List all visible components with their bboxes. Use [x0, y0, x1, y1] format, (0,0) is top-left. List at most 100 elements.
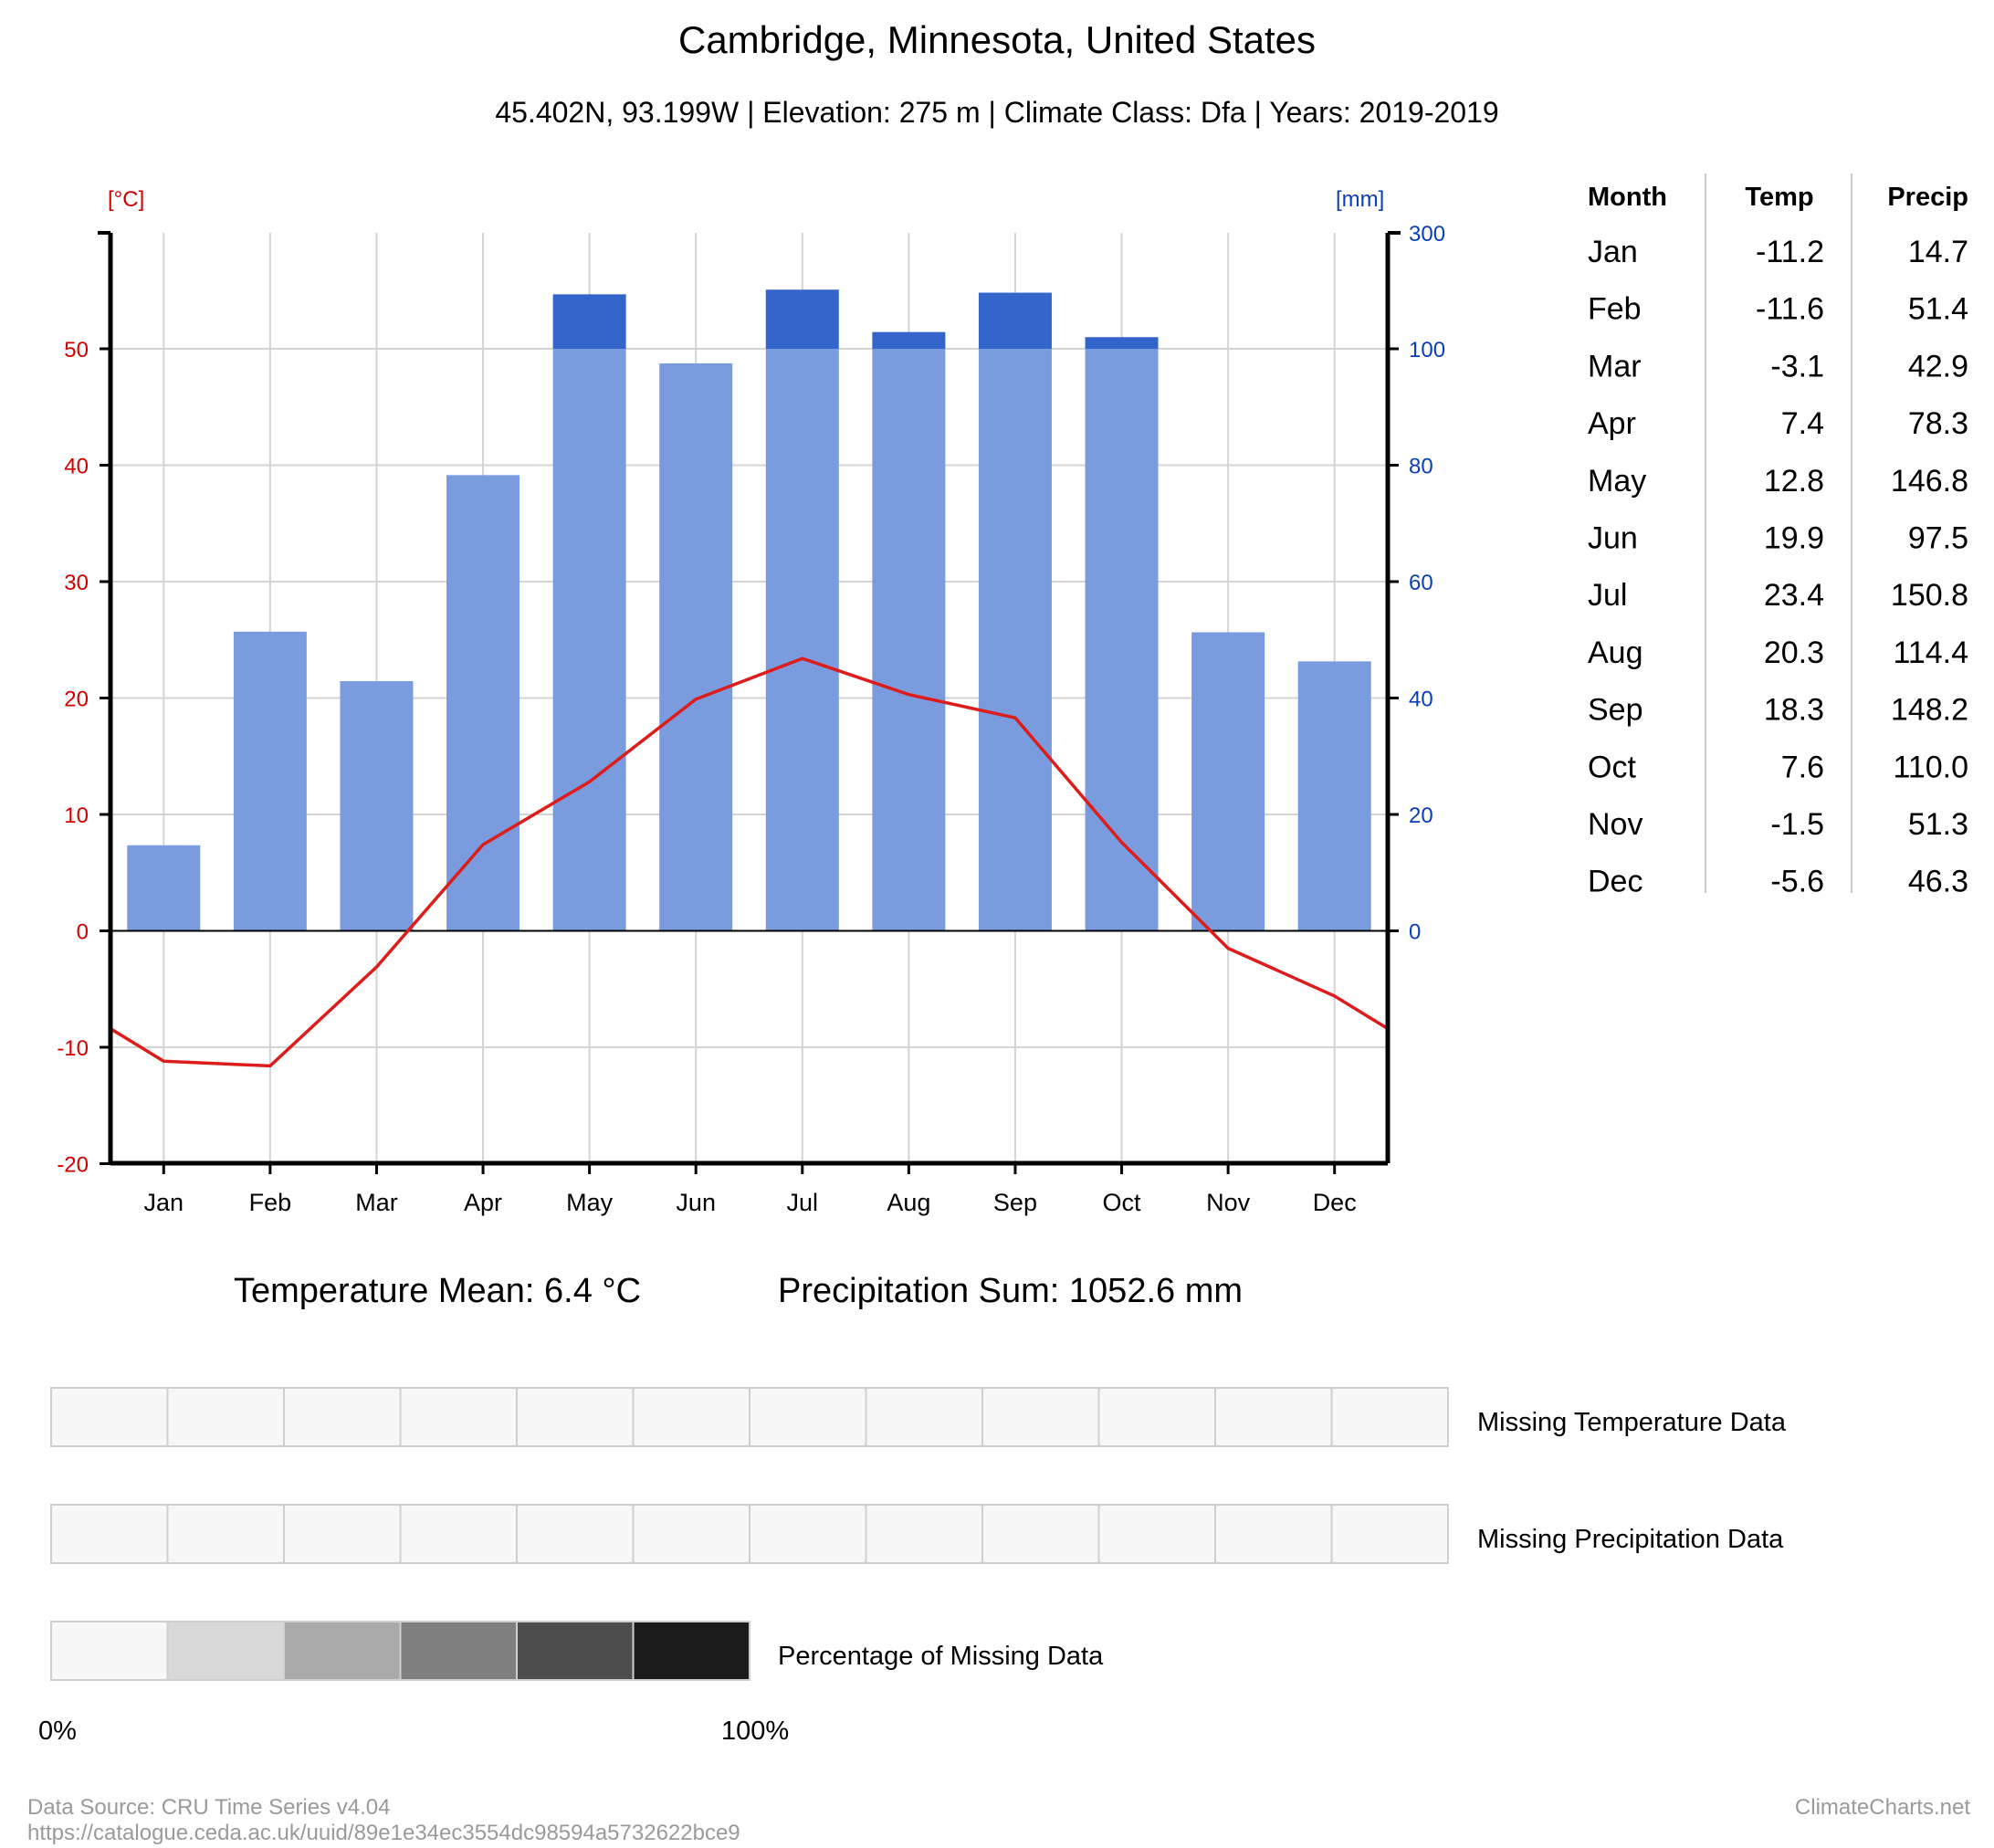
right-tick-label: 0	[1409, 920, 1421, 945]
brand-label[interactable]: ClimateCharts.net	[1795, 1795, 1970, 1820]
table-cell: 46.3	[1908, 865, 1968, 899]
missing-temperature-cell	[50, 1387, 169, 1447]
table-cell: Jul	[1588, 578, 1627, 613]
right-tick-label: 40	[1409, 688, 1433, 712]
missing-temperature-cell	[1097, 1387, 1216, 1447]
missing-percentage-scale	[50, 1621, 750, 1681]
chart-subtitle: 45.402N, 93.199W | Elevation: 275 m | Cl…	[495, 96, 1498, 129]
missing-precipitation-cell	[981, 1504, 1100, 1564]
precip-bar-dec	[1297, 661, 1371, 931]
missing-precipitation-cell	[50, 1504, 169, 1564]
table-cell: 7.6	[1781, 750, 1824, 784]
table-cell: Oct	[1588, 750, 1636, 784]
table-header-temp: Temp	[1745, 183, 1813, 212]
table-cell: 78.3	[1908, 406, 1968, 441]
table-cell: 97.5	[1908, 521, 1968, 556]
precip-bar-apr	[446, 475, 520, 931]
month-label-feb: Feb	[249, 1189, 292, 1216]
table-cell: Feb	[1588, 292, 1642, 327]
left-tick-label: 40	[64, 455, 89, 479]
missing-temperature-cell	[981, 1387, 1100, 1447]
table-cell: 20.3	[1764, 635, 1824, 670]
missing-temperature-cell	[516, 1387, 635, 1447]
scale-swatch	[399, 1621, 518, 1681]
tick-labels: -20 -10 0 10 20 30 40 50 0 20 40 60 80 100 300 Jan Feb Ma…	[57, 222, 1445, 1216]
missing-temperature-cell	[1214, 1387, 1333, 1447]
missing-precipitation-cell	[1214, 1504, 1333, 1564]
left-tick-label: 20	[64, 688, 89, 712]
left-tick-label: 50	[64, 338, 89, 362]
left-tick-label: 30	[64, 571, 89, 595]
month-label-sep: Sep	[993, 1189, 1037, 1216]
data-table: Month Temp Precip Jan -11.2 14.7 Feb -11.6 51.4 M…	[1588, 173, 1968, 899]
table-cell: 42.9	[1908, 349, 1968, 383]
missing-percentage-label: Percentage of Missing Data	[778, 1642, 1104, 1671]
precip-bar-jun	[659, 362, 733, 931]
table-cell: 110.0	[1893, 750, 1968, 784]
right-tick-label: 20	[1409, 803, 1433, 828]
month-label-apr: Apr	[464, 1189, 502, 1216]
month-label-jan: Jan	[144, 1189, 184, 1216]
table-cell: 14.7	[1908, 235, 1968, 269]
missing-temperature-bar	[50, 1387, 1449, 1447]
missing-temperature-cell	[399, 1387, 518, 1447]
table-cell: May	[1588, 464, 1646, 499]
missing-temperature-cell	[166, 1387, 285, 1447]
missing-temperature-cell	[632, 1387, 750, 1447]
precip-bar-jan	[127, 845, 201, 931]
left-tick-label: 10	[64, 803, 89, 828]
chart-title: Cambridge, Minnesota, United States	[678, 18, 1316, 61]
table-cell: Jan	[1588, 235, 1638, 269]
precip-bar-jul	[765, 349, 839, 931]
precip-bar-over-jul	[765, 289, 839, 349]
missing-temperature-cell	[865, 1387, 983, 1447]
table-cell: 114.4	[1893, 635, 1968, 670]
precip-bar-sep	[978, 349, 1052, 931]
month-label-nov: Nov	[1206, 1189, 1251, 1216]
right-tick-label: 60	[1409, 571, 1433, 595]
data-source-url[interactable]: https://catalogue.ceda.ac.uk/uuid/89e1e3…	[27, 1821, 740, 1845]
table-cell: Aug	[1588, 635, 1643, 670]
missing-temperature-cell	[749, 1387, 867, 1447]
table-cell: -11.2	[1756, 235, 1824, 269]
table-cell: Apr	[1588, 406, 1636, 441]
missing-precipitation-cell	[1097, 1504, 1216, 1564]
table-cell: Sep	[1588, 693, 1643, 728]
precipitation-sum: Precipitation Sum: 1052.6 mm	[778, 1272, 1243, 1310]
table-cell: 148.2	[1891, 693, 1968, 728]
table-cell: 7.4	[1781, 406, 1824, 441]
missing-precipitation-label: Missing Precipitation Data	[1477, 1525, 1784, 1554]
precip-bar-over-may	[552, 294, 626, 349]
right-tick-label: 100	[1409, 338, 1445, 362]
temperature-mean: Temperature Mean: 6.4 °C	[234, 1272, 641, 1310]
missing-temperature-label: Missing Temperature Data	[1477, 1408, 1787, 1437]
precip-bar-may	[552, 349, 626, 931]
table-cell: 150.8	[1891, 578, 1968, 613]
missing-precipitation-cell	[399, 1504, 518, 1564]
month-label-oct: Oct	[1103, 1189, 1142, 1216]
scale-swatch	[166, 1621, 285, 1681]
left-tick-label: -20	[57, 1153, 89, 1178]
scale-swatch	[50, 1621, 169, 1681]
table-cell: -1.5	[1770, 807, 1824, 842]
month-label-aug: Aug	[887, 1189, 930, 1216]
precip-bar-over-aug	[872, 331, 946, 349]
precip-bar-aug	[872, 349, 946, 931]
missing-precipitation-cell	[749, 1504, 867, 1564]
precip-unit-label: [mm]	[1336, 187, 1384, 212]
precip-bar-nov	[1191, 632, 1265, 931]
table-cell: 19.9	[1764, 521, 1824, 556]
table-cell: -5.6	[1770, 865, 1824, 899]
scale-swatch	[516, 1621, 635, 1681]
table-header-precip: Precip	[1887, 183, 1968, 212]
missing-temperature-cell	[1330, 1387, 1449, 1447]
precip-bar-over-sep	[978, 292, 1052, 349]
right-tick-label: 80	[1409, 455, 1433, 479]
month-label-may: May	[566, 1189, 614, 1216]
missing-precipitation-bar	[50, 1504, 1449, 1564]
precip-bar-over-oct	[1085, 337, 1159, 349]
left-tick-label: -10	[57, 1036, 89, 1061]
table-cell: Mar	[1588, 349, 1642, 383]
table-cell: 51.3	[1908, 807, 1968, 842]
